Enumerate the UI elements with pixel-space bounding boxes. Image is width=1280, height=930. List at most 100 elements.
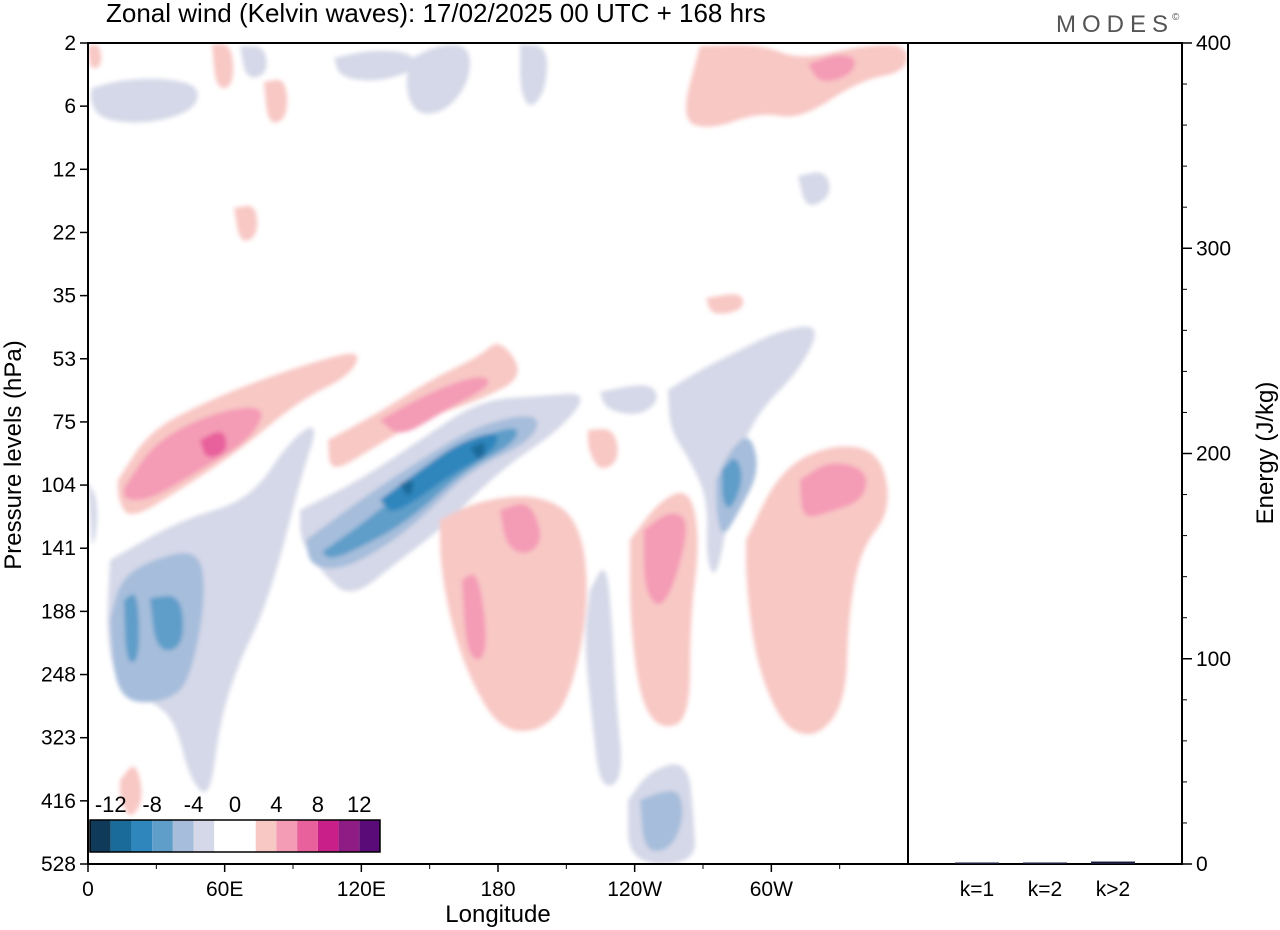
neg-region: [640, 790, 683, 852]
pos-region: [588, 428, 618, 469]
pos-region: [686, 44, 908, 127]
neg-region: [107, 427, 314, 792]
neg-region: [400, 480, 414, 496]
neg-region: [406, 44, 470, 114]
colorbar-swatch: [193, 820, 215, 852]
energy-bar: [1023, 862, 1067, 864]
colorbar-swatch: [152, 820, 173, 852]
y-tick-label: 2: [64, 32, 76, 55]
energy-category-label: k>2: [1096, 878, 1130, 901]
pos-region: [500, 504, 541, 553]
pos-region: [124, 407, 262, 500]
neg-region: [600, 385, 657, 414]
pos-region: [234, 205, 258, 241]
colorbar-swatch: [172, 820, 194, 852]
y-tick-label: 104: [41, 474, 76, 497]
energy-tick-label: 0: [1196, 853, 1208, 876]
colorbar-swatch: [110, 820, 132, 852]
y-tick-label: 35: [53, 285, 76, 308]
colorbar-swatch: [131, 820, 153, 852]
colorbar-label: -4: [184, 792, 204, 817]
pos-region: [706, 294, 744, 314]
pos-region: [808, 55, 856, 82]
y-tick-label: 323: [41, 727, 76, 750]
chart-title: Zonal wind (Kelvin waves): 17/02/2025 00…: [106, 0, 766, 28]
y-tick-label: 416: [41, 790, 76, 813]
colorbar-label: 4: [270, 792, 282, 817]
energy-bar: [955, 862, 999, 864]
neg-region: [240, 46, 267, 78]
neg-region: [90, 78, 198, 123]
neg-region: [798, 172, 830, 206]
pos-region: [200, 432, 227, 458]
energy-bars: k=1 k=2 k>2: [955, 861, 1135, 901]
pos-region: [440, 496, 587, 732]
x-tick-label: 120W: [607, 878, 662, 901]
energy-category-label: k=2: [1028, 878, 1062, 901]
pos-region: [212, 44, 234, 89]
neg-region: [585, 570, 621, 786]
pos-region: [462, 574, 486, 660]
brand-logo: MODES: [1056, 11, 1174, 38]
colorbar-swatch: [214, 820, 235, 852]
y-tick-label: 248: [41, 664, 76, 687]
x-axis-label: Longitude: [445, 901, 550, 928]
neg-region: [88, 482, 98, 545]
y-tick-label: 12: [53, 158, 76, 181]
energy-tick-label: 200: [1196, 443, 1231, 466]
y-tick-label: 75: [53, 411, 76, 434]
colorbar-swatch: [317, 820, 339, 852]
energy-axis: 0 100 200 300 400: [1182, 32, 1231, 876]
energy-tick-label: 300: [1196, 237, 1231, 260]
colorbar-label: -8: [142, 792, 162, 817]
energy-tick-label: 400: [1196, 32, 1231, 55]
neg-region: [150, 595, 184, 651]
svg-text:MODES©: MODES©: [1056, 11, 1185, 38]
colorbar-label: 0: [229, 792, 241, 817]
energy-tick-label: 100: [1196, 648, 1231, 671]
neg-region: [722, 458, 742, 508]
x-tick-label: 60W: [750, 878, 793, 901]
colorbar-swatch: [90, 820, 111, 852]
energy-axis-label: Energy (J/kg): [1252, 382, 1279, 525]
y-tick-label: 53: [53, 348, 76, 371]
x-axis: 0 60E 120E 180 120W 60W: [82, 864, 841, 901]
colorbar-swatch: [359, 820, 380, 852]
pos-region: [746, 446, 888, 735]
pos-region: [800, 463, 867, 517]
y-tick-label: 141: [41, 537, 76, 560]
pos-region: [120, 766, 142, 815]
y-tick-label: 188: [41, 600, 76, 623]
y-tick-label: 22: [53, 221, 76, 244]
pos-region: [380, 377, 489, 433]
colorbar-swatch: [255, 820, 277, 852]
y-axis: 2 6 12 22 35 53 75 104 141 188 248 323 416 528: [41, 32, 88, 876]
x-tick-label: 180: [480, 878, 515, 901]
pos-region: [88, 44, 102, 69]
neg-region: [520, 44, 548, 105]
colorbar-swatch: [338, 820, 360, 852]
x-tick-label: 120E: [337, 878, 386, 901]
colorbar-label: -12: [95, 792, 127, 817]
colorbar-label: 12: [347, 792, 371, 817]
colorbar-swatch: [276, 820, 298, 852]
pos-region: [264, 79, 288, 123]
colorbar-swatch: [297, 820, 318, 852]
colorbar-swatch: [235, 820, 256, 852]
neg-region: [124, 594, 140, 663]
energy-category-label: k=1: [960, 878, 994, 901]
pos-region: [644, 513, 686, 604]
energy-plot-frame: [907, 42, 1183, 865]
y-axis-label: Pressure levels (hPa): [0, 340, 27, 569]
brand-mark: ©: [1172, 12, 1185, 23]
colorbar-label: 8: [312, 792, 324, 817]
x-tick-label: 60E: [206, 878, 243, 901]
energy-bar: [1091, 861, 1135, 864]
neg-region: [334, 50, 416, 81]
colorbar-frame: [89, 819, 381, 853]
neg-region: [470, 442, 486, 459]
colorbar: -12 -8 -4 0 4 8 12: [89, 792, 381, 853]
x-tick-label: 0: [82, 878, 94, 901]
wind-field: [88, 44, 908, 864]
